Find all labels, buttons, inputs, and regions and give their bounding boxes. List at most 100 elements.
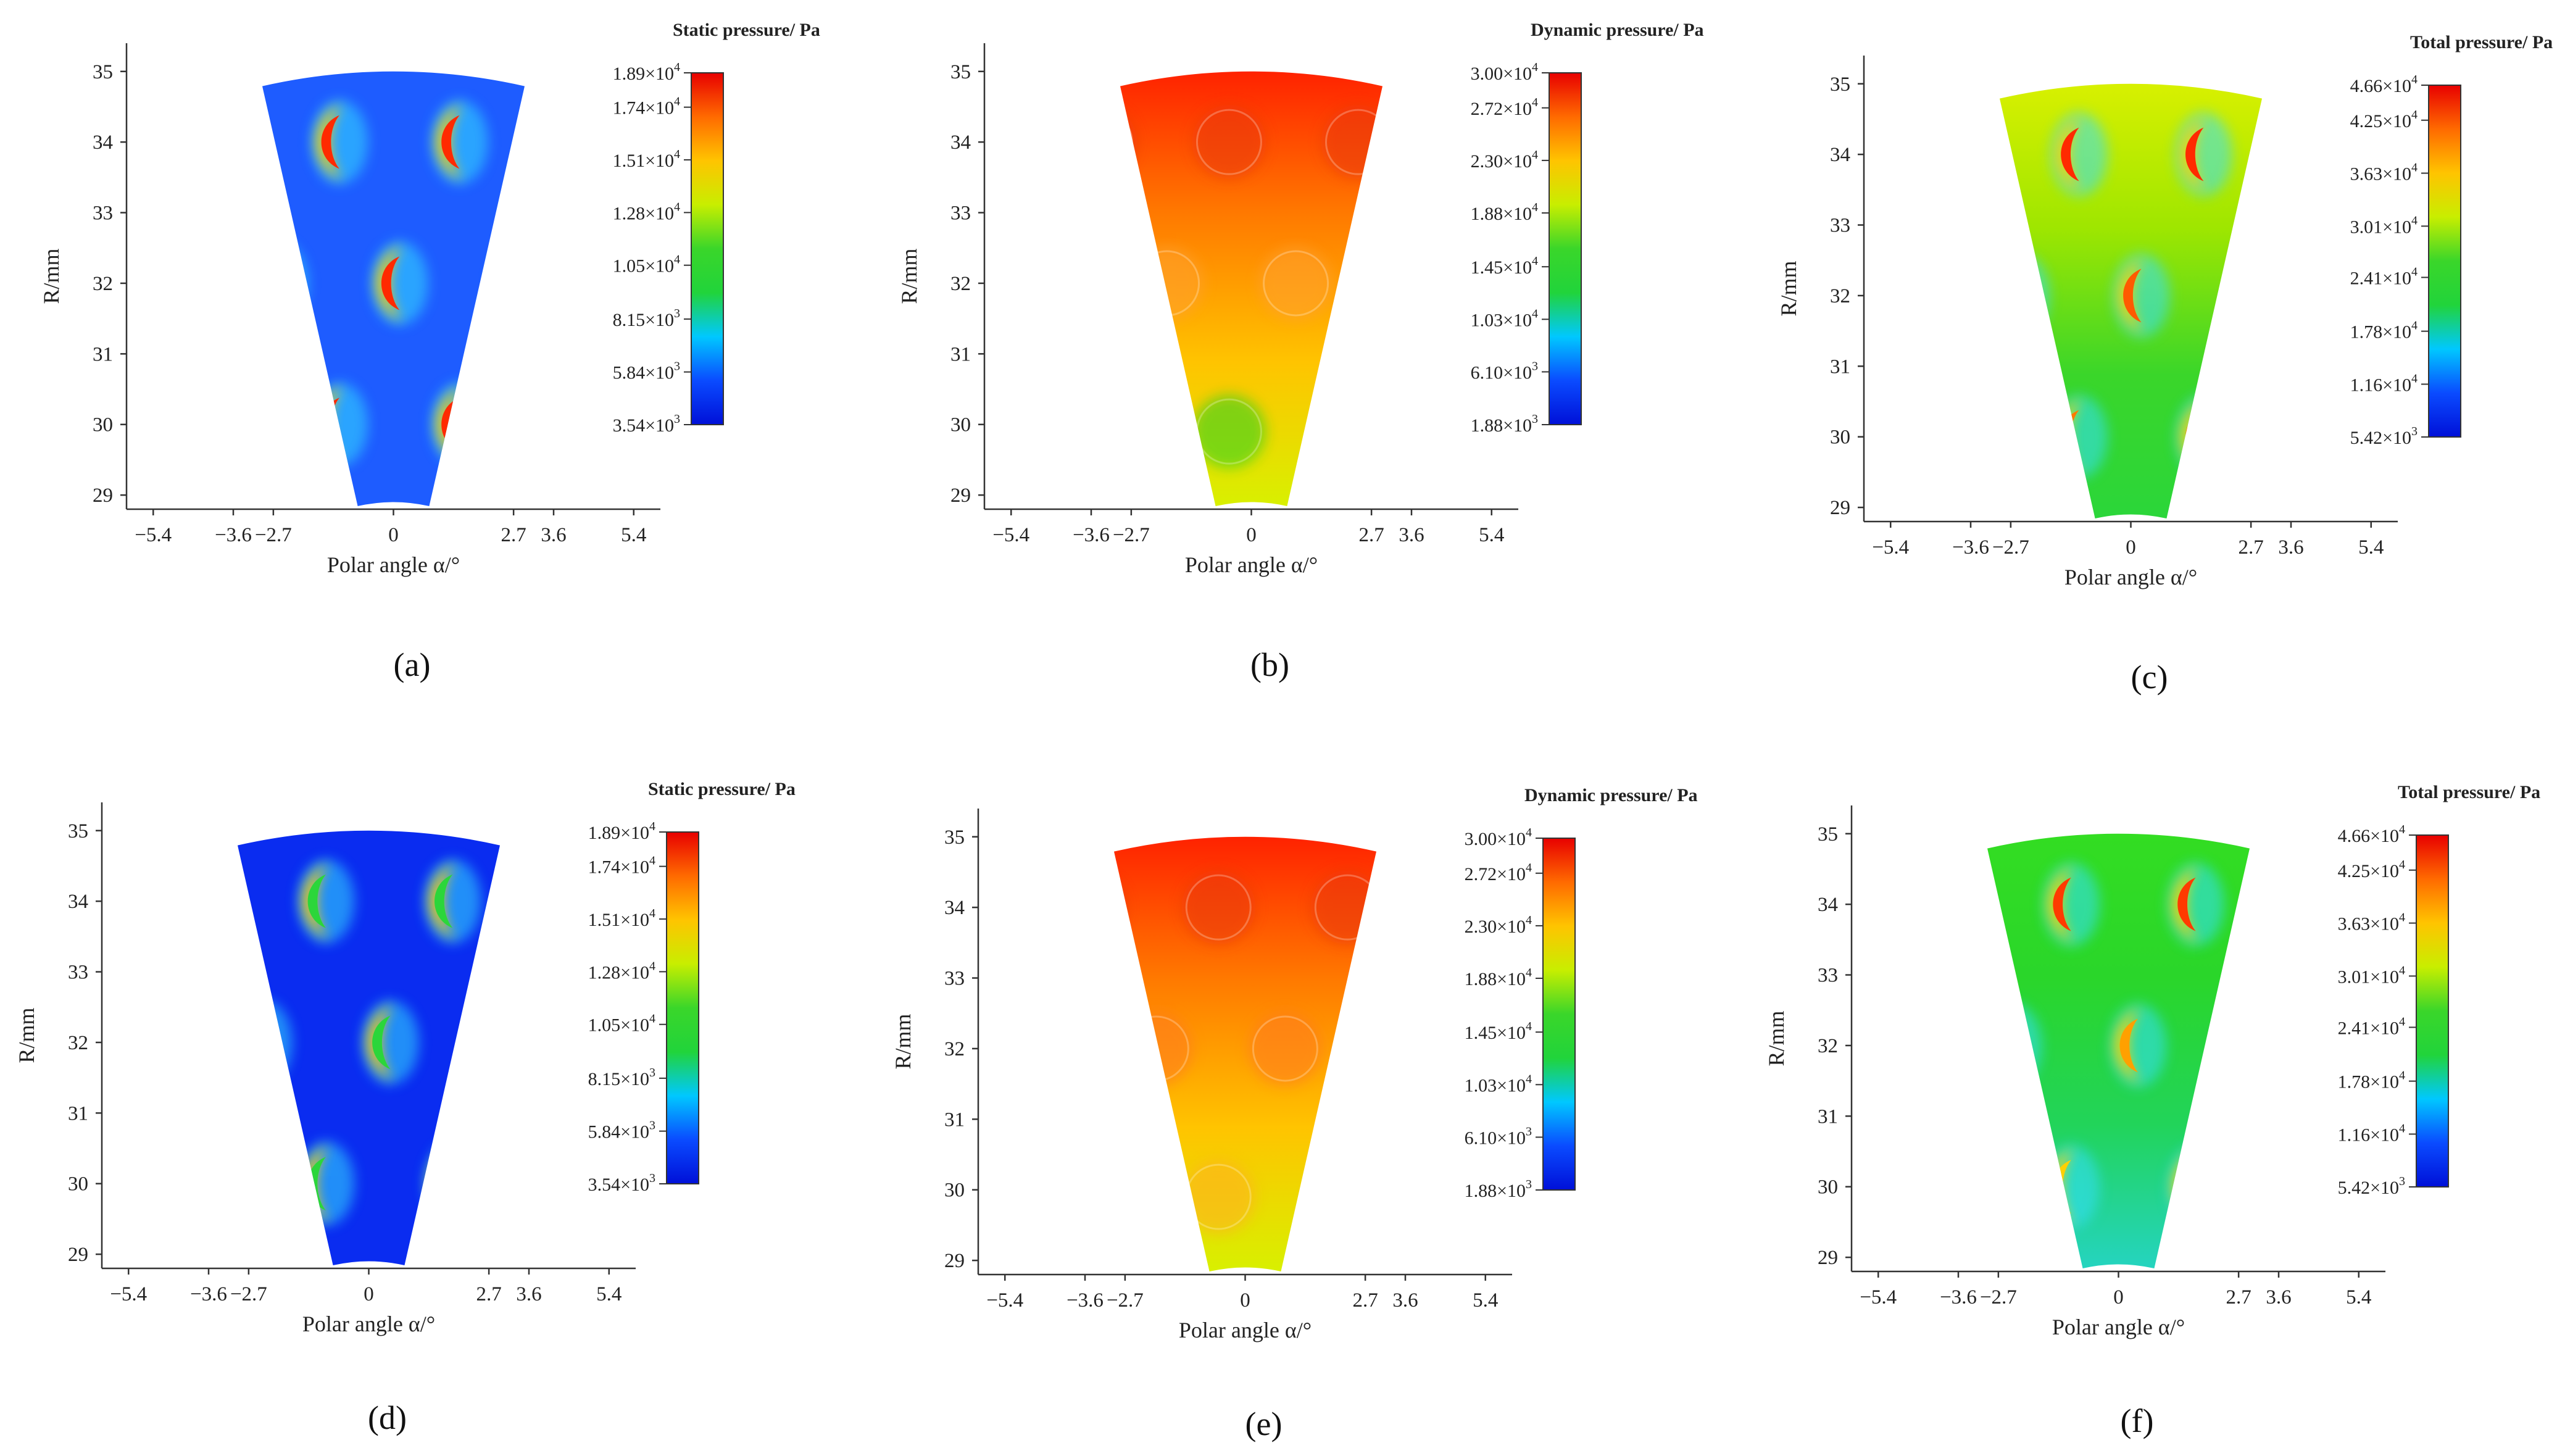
colorbar-tick-label: 1.51×104 xyxy=(588,907,655,930)
pressure-disk xyxy=(972,1026,1046,1100)
colorbar-tick-label: 2.41×104 xyxy=(2350,265,2418,288)
y-tick-label: 34 xyxy=(1830,144,1850,166)
colorbar xyxy=(1549,72,1582,425)
y-tick-label: 30 xyxy=(1830,426,1850,449)
y-tick-label: 34 xyxy=(93,131,113,154)
colorbar-tick-label: 3.01×104 xyxy=(2338,963,2405,987)
x-tick-label: −2.7 xyxy=(1113,524,1150,546)
x-tick-label: 5.4 xyxy=(596,1283,622,1305)
pressure-halo xyxy=(1918,862,1975,946)
x-tick-label: −3.6 xyxy=(215,524,252,546)
panel-c: −5.4 −3.6 −2.7 0 2.7 3.6 5.4 29 30 31 32 33 34 35 Pola… xyxy=(1776,32,2553,696)
y-tick-label: 32 xyxy=(1818,1035,1838,1057)
colorbar-tick-label: 3.00×104 xyxy=(1465,826,1532,849)
colorbar-tick-label: 6.10×103 xyxy=(1465,1125,1532,1148)
pressure-crescent xyxy=(436,104,462,181)
pressure-crescent xyxy=(429,863,455,940)
pressure-crescent xyxy=(367,1004,393,1081)
y-tick-label: 31 xyxy=(950,343,971,365)
y-axis-label: R/mm xyxy=(1776,260,1801,316)
x-tick-label: −5.4 xyxy=(992,524,1029,546)
x-tick-label: 3.6 xyxy=(516,1283,541,1305)
pressure-disk xyxy=(1113,1160,1122,1234)
pressure-disk xyxy=(1129,246,1204,320)
colorbar-tick-label: 1.28×104 xyxy=(588,959,655,983)
colorbar-tick-label: 2.72×104 xyxy=(1471,96,1538,119)
colorbar-tick-label: 5.42×103 xyxy=(2338,1175,2405,1198)
pressure-halo xyxy=(491,241,525,325)
y-tick-label: 31 xyxy=(68,1102,88,1125)
x-tick-label: −3.6 xyxy=(1952,536,1989,559)
panel-d: −5.4 −3.6 −2.7 0 2.7 3.6 5.4 29 30 31 32 33 34 35 Pola… xyxy=(14,779,796,1436)
panel-label: (a) xyxy=(394,646,431,683)
pressure-crescent xyxy=(2055,116,2082,193)
colorbar-tick-label: 3.00×104 xyxy=(1471,60,1538,84)
x-tick-label: 0 xyxy=(2113,1286,2124,1308)
pressure-halo xyxy=(311,382,368,467)
pressure-disk xyxy=(1258,246,1333,320)
pressure-halo xyxy=(1926,395,1983,479)
y-tick-label: 35 xyxy=(944,826,965,849)
colorbar-tick-label: 6.10×103 xyxy=(1471,359,1538,383)
y-tick-label: 30 xyxy=(1818,1176,1838,1199)
pressure-halo xyxy=(424,1141,481,1226)
pressure-crescent xyxy=(316,104,343,181)
pressure-halo xyxy=(1987,1003,2042,1088)
y-tick-label: 33 xyxy=(68,962,88,984)
colorbar-tick-label: 4.25×104 xyxy=(2350,108,2418,131)
pressure-crescent xyxy=(262,244,282,322)
pressure-halo xyxy=(297,1141,355,1226)
colorbar-tick-label: 1.16×104 xyxy=(2338,1121,2405,1145)
colorbar-tick-label: 1.05×104 xyxy=(588,1012,655,1036)
colorbar-title: Dynamic pressure/ Pa xyxy=(1531,20,1704,40)
pressure-halo xyxy=(171,859,228,943)
y-tick-label: 32 xyxy=(950,273,971,295)
colorbar-tick-label: 4.66×104 xyxy=(2338,823,2405,846)
y-tick-label: 31 xyxy=(944,1109,965,1131)
x-tick-label: 3.6 xyxy=(2266,1286,2291,1308)
y-tick-label: 30 xyxy=(68,1173,88,1196)
y-tick-label: 31 xyxy=(1830,356,1850,378)
x-tick-label: 2.7 xyxy=(476,1283,502,1305)
colorbar-tick-label: 3.54×103 xyxy=(588,1171,655,1195)
y-tick-label: 29 xyxy=(93,485,113,507)
colorbar-tick-label: 1.88×104 xyxy=(1471,201,1538,224)
pressure-halo xyxy=(237,1000,293,1084)
pressure-halo xyxy=(191,100,248,184)
pressure-disk xyxy=(1321,105,1383,180)
colorbar-tick-label: 3.54×103 xyxy=(613,412,680,436)
x-tick-label: −5.4 xyxy=(1872,536,1909,559)
pressure-crescent xyxy=(196,386,222,463)
pressure-disk xyxy=(1113,870,1127,945)
y-tick-label: 33 xyxy=(1818,965,1838,987)
colorbar-tick-label: 1.16×104 xyxy=(2350,372,2418,395)
y-tick-label: 35 xyxy=(93,61,113,83)
panel-label: (c) xyxy=(2131,659,2168,696)
x-tick-label: 0 xyxy=(388,524,399,546)
colorbar xyxy=(2416,834,2449,1188)
pressure-disk xyxy=(1388,260,1462,335)
x-tick-label: 3.6 xyxy=(541,524,566,546)
colorbar-title: Total pressure/ Pa xyxy=(2410,32,2553,52)
x-tick-label: −3.6 xyxy=(190,1283,227,1305)
y-tick-label: 35 xyxy=(950,61,971,83)
colorbar-title: Static pressure/ Pa xyxy=(648,779,796,799)
pressure-crescent xyxy=(176,1146,202,1222)
pressure-crescent xyxy=(2118,257,2144,334)
pressure-crescent xyxy=(2180,116,2206,193)
pressure-halo xyxy=(262,241,308,325)
colorbar-title: Dynamic pressure/ Pa xyxy=(1524,785,1698,805)
y-axis-label: R/mm xyxy=(39,248,64,304)
colorbar xyxy=(1542,838,1576,1191)
pressure-crescent xyxy=(2172,866,2198,943)
colorbar xyxy=(666,831,699,1184)
colorbar xyxy=(691,72,724,425)
x-tick-label: −5.4 xyxy=(986,1289,1023,1312)
colorbar-tick-label: 1.78×104 xyxy=(2338,1069,2405,1092)
colorbar-tick-label: 5.42×103 xyxy=(2350,425,2418,448)
x-tick-label: 3.6 xyxy=(1392,1289,1418,1312)
y-tick-label: 30 xyxy=(950,414,971,436)
y-tick-label: 34 xyxy=(950,131,971,154)
pressure-crescent xyxy=(489,1004,501,1081)
pressure-disk xyxy=(1192,105,1266,180)
